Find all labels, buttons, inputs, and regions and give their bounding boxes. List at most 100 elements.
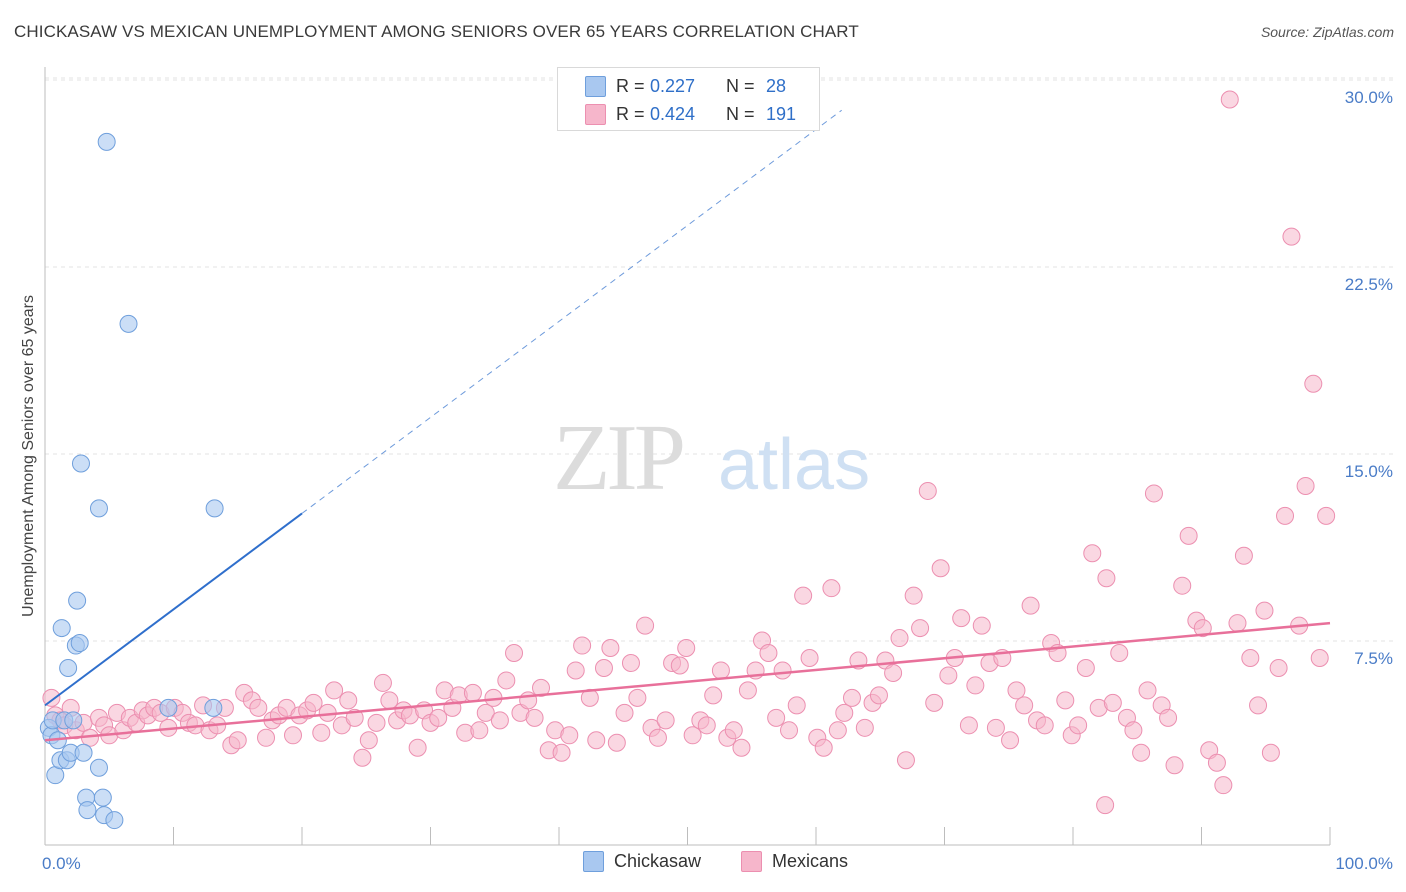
bottom-legend-mexicans: Mexicans — [741, 851, 848, 872]
chickasaw-trend-line — [44, 512, 303, 707]
mexicans-point — [890, 629, 909, 648]
mexicans-point — [284, 726, 303, 745]
chickasaw-point — [205, 499, 224, 518]
mexicans-point — [1035, 716, 1054, 735]
chickasaw-point — [68, 591, 87, 610]
mexicans-point — [1255, 601, 1274, 620]
mexicans-point — [724, 721, 743, 740]
legend: R = 0.227 N = 28 R = 0.424 N = 191 — [557, 67, 820, 131]
legend-swatch-chickasaw — [585, 76, 606, 97]
y-tick-label: 30.0% — [1345, 88, 1393, 107]
y-axis-label: Unemployment Among Seniors over 65 years — [20, 295, 37, 617]
mexicans-point — [986, 718, 1005, 737]
mexicans-point — [228, 731, 247, 750]
mexicans-point — [636, 616, 655, 635]
watermark-zip: ZIP — [553, 406, 683, 510]
mexicans-point — [1249, 696, 1268, 715]
mexicans-point — [828, 721, 847, 740]
axes — [44, 67, 1331, 846]
mexicans-point — [869, 686, 888, 705]
mexicans-point — [532, 678, 551, 697]
mexicans-point — [1207, 753, 1226, 772]
mexicans-point — [325, 681, 344, 700]
mexicans-point — [972, 616, 991, 635]
mexicans-point — [822, 579, 841, 598]
mexicans-point — [1110, 644, 1129, 663]
mexicans-point — [429, 708, 448, 727]
mexicans-point — [966, 676, 985, 695]
chickasaw-point — [93, 788, 112, 807]
mexicans-point — [505, 644, 524, 663]
chickasaw-point — [89, 758, 108, 777]
mexicans-point — [787, 696, 806, 715]
mexicans-point — [904, 586, 923, 605]
mexicans-point — [683, 726, 702, 745]
legend-r-value: 0.424 — [650, 103, 696, 124]
legend-n-value: 191 — [766, 103, 797, 124]
mexicans-point — [677, 639, 696, 658]
mexicans-point — [304, 693, 323, 712]
mexicans-point — [1001, 731, 1020, 750]
bottom-swatch-chickasaw — [583, 851, 604, 872]
mexicans-point — [697, 716, 716, 735]
mexicans-point — [767, 708, 786, 727]
mexicans-point — [1179, 526, 1198, 545]
mexicans-point — [670, 656, 689, 675]
chickasaw-point — [52, 619, 71, 638]
mexicans-point — [911, 619, 930, 638]
mexicans-point — [552, 743, 571, 762]
mexicans-point — [842, 688, 861, 707]
mexicans-point — [566, 661, 585, 680]
mexicans-point — [939, 666, 958, 685]
mexicans-point — [1269, 658, 1288, 677]
y-tick-label: 22.5% — [1345, 275, 1393, 294]
mexicans-point — [1228, 614, 1247, 633]
mexicans-point — [884, 663, 903, 682]
chickasaw-point — [89, 499, 108, 518]
mexicans-point — [1296, 476, 1315, 495]
mexicans-point — [1056, 691, 1075, 710]
mexicans-point — [601, 639, 620, 658]
x-tick-label: 0.0% — [42, 854, 81, 873]
mexicans-point — [312, 723, 331, 742]
mexicans-point — [1304, 374, 1323, 393]
mexicans-point — [648, 728, 667, 747]
mexicans-point — [1165, 756, 1184, 775]
mexicans-point — [1097, 569, 1116, 588]
mexicans-points — [42, 90, 1336, 815]
legend-n-label: N = — [726, 103, 755, 124]
mexicans-point — [367, 713, 386, 732]
mexicans-point — [339, 691, 358, 710]
gridlines — [45, 77, 1395, 642]
mexicans-point — [952, 609, 971, 628]
mexicans-point — [925, 693, 944, 712]
mexicans-point — [587, 731, 606, 750]
mexicans-point — [1159, 708, 1178, 727]
mexicans-point — [704, 686, 723, 705]
mexicans-point — [257, 728, 276, 747]
mexicans-point — [42, 688, 61, 707]
mexicans-point — [525, 708, 544, 727]
mexicans-point — [835, 703, 854, 722]
mexicans-point — [1124, 721, 1143, 740]
mexicans-point — [800, 649, 819, 667]
chickasaw-trend-extension — [301, 109, 842, 514]
mexicans-point — [408, 738, 427, 757]
mexicans-point — [1261, 743, 1280, 762]
bottom-swatch-mexicans — [741, 851, 762, 872]
legend-row-mexicans: R = 0.424 N = 191 — [616, 102, 796, 126]
mexicans-point — [607, 733, 626, 752]
bottom-legend-label: Chickasaw — [614, 851, 702, 871]
mexicans-point — [1007, 681, 1026, 700]
mexicans-point — [1138, 681, 1157, 700]
legend-n-label: N = — [726, 75, 755, 96]
mexicans-point — [615, 703, 634, 722]
mexicans-point — [470, 721, 489, 740]
mexicans-point — [380, 691, 399, 710]
y-tick-label: 15.0% — [1345, 462, 1393, 481]
mexicans-point — [573, 636, 592, 655]
mexicans-point — [1015, 696, 1034, 715]
mexicans-point — [1132, 743, 1151, 762]
mexicans-point — [1076, 658, 1095, 677]
